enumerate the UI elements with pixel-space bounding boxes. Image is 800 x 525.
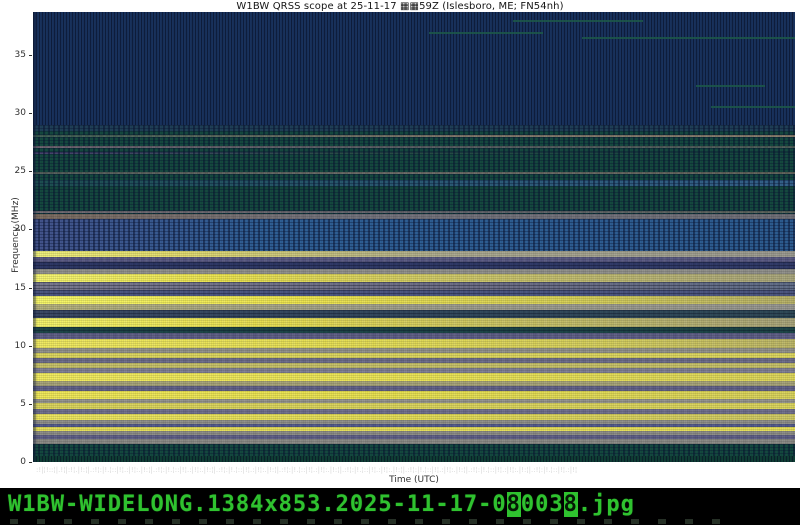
spectrogram-band <box>33 262 795 269</box>
spectrogram-band <box>33 304 795 310</box>
x-axis-tick-labels-illegible: :!|¦!::¦|.!¦|:!¦.|!:¦|.:!¦:|!.¦::|!¦.:|!… <box>36 466 578 474</box>
spectrogram-band <box>33 403 795 409</box>
spectrogram-band <box>33 172 795 174</box>
y-tick-label: 5 <box>20 399 26 409</box>
filename-clipped-second-line <box>10 519 730 524</box>
y-tick-label: 10 <box>14 341 26 351</box>
y-tick-label: 0 <box>20 457 26 467</box>
spectrogram-band <box>33 333 795 339</box>
status-bar: W1BW-WIDELONG.1384x853.2025-11-17-080038… <box>0 488 800 525</box>
spectrogram-band <box>33 414 795 420</box>
y-tick-mark <box>29 404 32 405</box>
y-tick-label: 30 <box>14 108 26 118</box>
y-tick-mark <box>29 229 32 230</box>
y-tick-mark <box>29 55 32 56</box>
spectrogram-band <box>33 269 795 274</box>
spectrogram-band <box>33 152 795 154</box>
spectrogram-band <box>33 444 795 456</box>
spectrogram-band <box>33 353 795 358</box>
y-tick-mark <box>29 462 32 463</box>
spectrogram-band <box>33 455 795 462</box>
signal-streak <box>696 85 765 88</box>
spectrogram-band <box>33 186 795 211</box>
chart-title: W1BW QRSS scope at 25-11-17 ▦▦59Z (Isles… <box>236 1 564 12</box>
spectrogram-band <box>33 135 795 137</box>
signal-streak <box>711 106 795 109</box>
spectrogram <box>33 12 795 462</box>
spectrogram-band <box>33 358 795 363</box>
signal-streak <box>582 37 795 39</box>
y-tick-label: 35 <box>14 50 26 60</box>
spectrogram-band <box>33 125 795 131</box>
signal-streak <box>513 19 643 22</box>
spectrogram-band <box>33 219 795 251</box>
spectrogram-band <box>33 282 795 290</box>
spectrogram-band <box>33 214 795 219</box>
spectrogram-band <box>33 213 795 214</box>
spectrogram-band <box>33 391 795 399</box>
spectrogram-band <box>33 296 795 304</box>
spectrogram-band <box>33 12 795 125</box>
spectrogram-band <box>33 290 795 296</box>
spectrogram-band <box>33 131 795 136</box>
spectrogram-band <box>33 211 795 214</box>
spectrogram-band <box>33 174 795 180</box>
spectrogram-band <box>33 318 795 327</box>
y-tick-mark <box>29 288 32 289</box>
spectrogram-band <box>33 363 795 368</box>
y-tick-label: 20 <box>14 224 26 234</box>
y-tick-mark <box>29 171 32 172</box>
spectrogram-band <box>33 310 795 318</box>
spectrogram-band <box>33 154 795 172</box>
filename-suffix: .jpg <box>577 492 635 517</box>
filename-prefix: W1BW-WIDELONG.1384x853.2025-11-17-0 <box>8 492 507 517</box>
spectrogram-band <box>33 339 795 349</box>
filename-glitch-char-1: 8 <box>506 492 521 517</box>
spectrogram-band <box>33 257 795 262</box>
spectrogram-band <box>33 381 795 386</box>
spectrogram-band <box>33 435 795 439</box>
y-tick-label: 15 <box>14 283 26 293</box>
spectrogram-band <box>33 409 795 414</box>
spectrogram-band <box>33 368 795 373</box>
y-axis-label: Frequency (MHz) <box>11 197 21 273</box>
y-tick-mark <box>29 346 32 347</box>
filename-glitch-char-2: 8 <box>563 492 578 517</box>
spectrogram-band <box>33 146 795 149</box>
spectrogram-band <box>33 137 795 146</box>
spectrogram-band <box>33 327 795 333</box>
spectrogram-band <box>33 348 795 353</box>
spectrogram-band <box>33 373 795 381</box>
spectrogram-band <box>33 386 795 391</box>
spectrogram-band <box>33 439 795 444</box>
spectrogram-band <box>33 251 795 257</box>
spectrogram-band <box>33 424 795 427</box>
spectrogram-band <box>33 420 795 424</box>
spectrogram-band <box>33 431 795 436</box>
y-tick-mark <box>29 113 32 114</box>
y-tick-label: 25 <box>14 166 26 176</box>
filename-mid: 003 <box>520 492 564 517</box>
filename-text: W1BW-WIDELONG.1384x853.2025-11-17-080038… <box>8 492 635 517</box>
spectrogram-band <box>33 274 795 282</box>
x-axis-label: Time (UTC) <box>389 475 439 485</box>
spectrogram-band <box>33 148 795 152</box>
signal-streak <box>429 32 543 35</box>
spectrogram-band <box>33 427 795 431</box>
spectrogram-band <box>33 180 795 186</box>
spectrogram-band <box>33 399 795 404</box>
